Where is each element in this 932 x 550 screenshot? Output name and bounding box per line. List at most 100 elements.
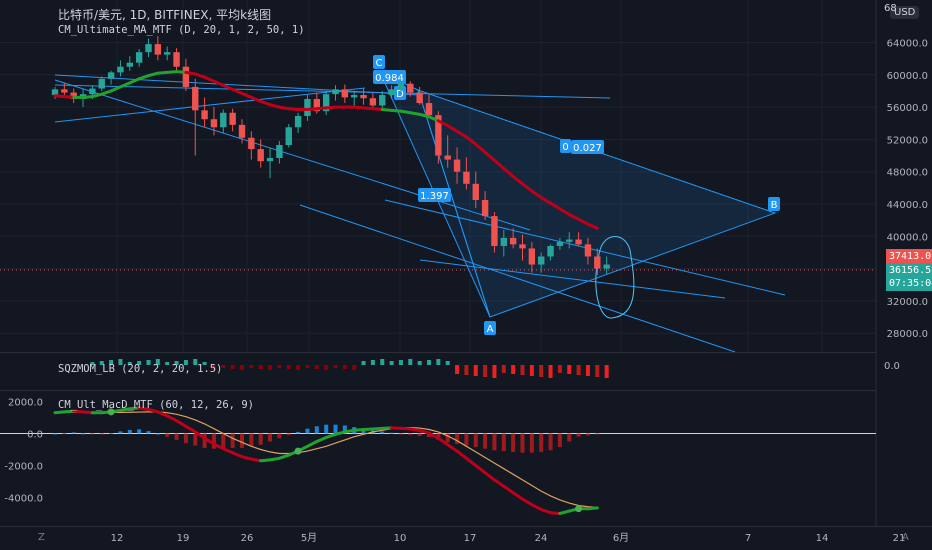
macd-histogram-bar bbox=[455, 433, 460, 444]
ma-segment bbox=[492, 158, 506, 170]
macd-histogram-bar bbox=[165, 433, 170, 437]
time-tick-label: 19 bbox=[177, 533, 190, 544]
trend-line bbox=[54, 87, 366, 123]
macd-line-segment bbox=[81, 410, 94, 415]
momentum-bar bbox=[380, 359, 385, 365]
candle-body bbox=[192, 86, 199, 111]
momentum-bar bbox=[370, 360, 375, 365]
point-b-label-bg bbox=[768, 197, 780, 211]
currency-button[interactable]: USD bbox=[890, 6, 920, 19]
ma-segment bbox=[436, 119, 450, 128]
ma-segment bbox=[577, 217, 590, 226]
momentum-bar bbox=[314, 365, 319, 369]
macd-histogram-bar bbox=[557, 433, 562, 448]
ma-segment bbox=[277, 105, 291, 111]
squeeze-momentum-pane[interactable]: 0.0 bbox=[0, 352, 932, 390]
candle-body bbox=[238, 124, 246, 138]
macd-histogram-bar bbox=[183, 433, 188, 444]
macd-histogram-bar bbox=[258, 433, 263, 445]
macd-histogram-bar bbox=[268, 433, 273, 442]
ma-segment bbox=[483, 150, 496, 162]
candle-body bbox=[248, 137, 255, 150]
ma-segment bbox=[418, 112, 431, 119]
macd-pane[interactable]: 2000.0 0.0 -2000.0 -4000.0 bbox=[0, 390, 932, 526]
macd-line-segment bbox=[165, 414, 179, 423]
macd-line-segment bbox=[147, 408, 160, 414]
macd-histogram-bar bbox=[240, 433, 244, 448]
macd-tick-label: 2000.0 bbox=[8, 398, 43, 409]
ma-segment bbox=[165, 70, 179, 74]
macd-histogram-bar bbox=[81, 433, 86, 435]
candle-body bbox=[519, 244, 526, 249]
candle-body bbox=[266, 157, 274, 162]
macd-line-segment bbox=[240, 455, 253, 461]
macd-histogram-bar bbox=[249, 433, 254, 447]
macd-line-segment bbox=[231, 451, 244, 459]
macd-histogram-bar bbox=[427, 433, 431, 438]
price-tick-label: 48000.0 bbox=[887, 168, 928, 179]
candle-body bbox=[276, 145, 283, 158]
macd-histogram-bar bbox=[71, 432, 76, 434]
momentum-bar bbox=[286, 365, 291, 369]
candle-body bbox=[117, 66, 124, 73]
ratio-bd-label: 0.027 bbox=[573, 143, 602, 154]
ma-segment bbox=[511, 175, 524, 186]
candle-body bbox=[126, 62, 133, 67]
candle-body bbox=[566, 239, 573, 242]
momentum-bar bbox=[604, 365, 609, 378]
indicator-sqz-label: SQZMOM_LB (20, 2, 20, 1.5) bbox=[58, 363, 223, 375]
time-axis[interactable]: 12 19 26 5月 10 17 24 6月 7 14 21 bbox=[0, 526, 932, 550]
momentum-bar bbox=[268, 365, 273, 370]
macd-histogram-bar bbox=[202, 433, 207, 448]
sqz-zero-tick: 0.0 bbox=[884, 361, 900, 372]
momentum-bar bbox=[389, 361, 394, 365]
momentum-bar bbox=[595, 365, 600, 377]
ma-segment bbox=[81, 95, 94, 99]
price-chart[interactable]: C D A B 0.984 1.397 0 0.027 64000.0 60000.0 56000… bbox=[0, 0, 932, 352]
chart-title: 比特币/美元, 1D, BITFINEX, 平均k线图 bbox=[58, 8, 272, 22]
candle-body bbox=[98, 78, 105, 89]
candle-body bbox=[294, 115, 302, 128]
macd-line-segment bbox=[315, 436, 328, 443]
time-tick-label: 12 bbox=[111, 533, 124, 544]
momentum-bar bbox=[146, 360, 151, 365]
log-scale-button[interactable]: A bbox=[902, 532, 909, 543]
candle-body bbox=[201, 110, 208, 120]
macd-line-segment bbox=[137, 406, 150, 411]
ma-segment bbox=[502, 166, 515, 179]
macd-histogram-bar bbox=[305, 428, 310, 434]
ma-segment bbox=[203, 75, 216, 83]
time-tick-label: 26 bbox=[241, 533, 254, 544]
macd-histogram-bar bbox=[492, 433, 497, 451]
macd-line-segment bbox=[334, 430, 347, 436]
macd-histogram-bar bbox=[483, 433, 488, 449]
macd-line-segment bbox=[418, 429, 431, 435]
candle-body bbox=[481, 199, 489, 217]
macd-line-segment bbox=[464, 456, 478, 467]
macd-line-segment bbox=[268, 456, 281, 462]
macd-histogram-bar bbox=[567, 433, 572, 442]
price-tick-label: 40000.0 bbox=[887, 232, 928, 243]
macd-line-segment bbox=[128, 406, 141, 411]
candle-body bbox=[210, 119, 218, 128]
candle-body bbox=[528, 248, 536, 265]
macd-cross-dot bbox=[107, 408, 115, 416]
momentum-bar bbox=[137, 361, 142, 365]
ratio-ad-label-bg bbox=[418, 188, 451, 202]
momentum-bar bbox=[155, 359, 160, 365]
macd-line-segment bbox=[558, 509, 571, 515]
candle-body bbox=[313, 99, 320, 112]
momentum-bar bbox=[427, 360, 431, 365]
momentum-bar bbox=[193, 359, 198, 365]
ma-segment bbox=[446, 124, 459, 133]
price-tick-label: 56000.0 bbox=[887, 103, 928, 114]
point-d-label: D bbox=[396, 89, 404, 100]
time-tick-label: 21 bbox=[893, 533, 906, 544]
macd-line-segment bbox=[492, 478, 506, 488]
ma-segment bbox=[530, 189, 543, 200]
momentum-bar bbox=[165, 362, 170, 365]
macd-line-segment bbox=[371, 426, 384, 431]
auto-scale-button[interactable]: Z bbox=[38, 532, 45, 543]
ma-segment bbox=[259, 99, 272, 107]
candle-body bbox=[388, 89, 395, 95]
